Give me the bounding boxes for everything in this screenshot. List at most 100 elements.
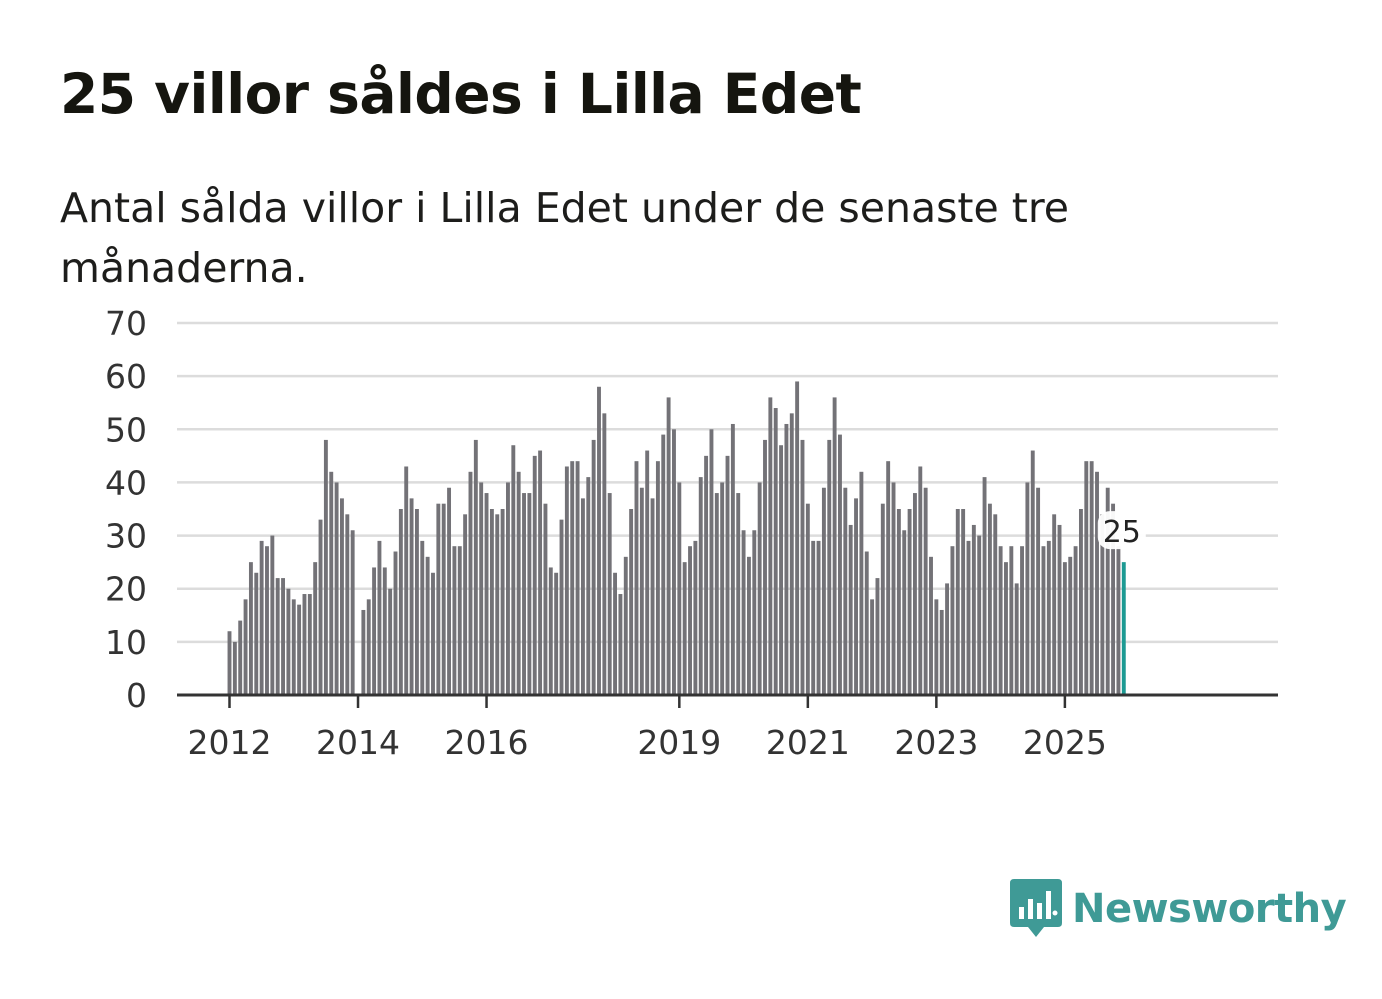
bar <box>463 514 468 695</box>
bar <box>1041 546 1046 695</box>
bar <box>993 514 998 695</box>
bar <box>275 578 280 695</box>
bar <box>516 471 521 695</box>
bar <box>645 450 650 695</box>
bar <box>254 572 259 695</box>
bar <box>907 509 912 695</box>
x-tick-label: 2012 <box>188 723 272 762</box>
y-tick-label: 0 <box>126 676 147 715</box>
bar <box>854 498 858 695</box>
bar <box>227 631 232 695</box>
bar <box>1030 450 1035 695</box>
bar <box>388 588 393 695</box>
bar <box>800 439 805 695</box>
bar <box>372 567 377 695</box>
bar <box>720 482 725 695</box>
bar-chart-speech-bubble-icon <box>1010 879 1062 937</box>
bar <box>779 445 784 695</box>
bar <box>506 482 510 695</box>
bar <box>286 588 291 695</box>
chart-title: 25 villor såldes i Lilla Edet <box>60 62 862 126</box>
bar <box>736 493 741 695</box>
bar <box>270 535 275 695</box>
y-tick-label: 10 <box>105 623 147 662</box>
bar <box>987 503 992 695</box>
bar <box>484 493 489 695</box>
bar <box>559 519 564 695</box>
bar <box>918 466 923 695</box>
bar <box>543 503 548 695</box>
bar <box>479 482 484 695</box>
bar <box>741 530 746 695</box>
bar <box>1116 546 1121 695</box>
bar <box>971 524 976 695</box>
bar <box>955 509 960 695</box>
bar <box>232 641 237 695</box>
bar <box>832 397 837 695</box>
bar <box>1073 546 1078 695</box>
bar <box>870 599 875 695</box>
bar <box>923 487 928 695</box>
bar <box>961 509 966 695</box>
bar <box>447 487 452 695</box>
bar <box>591 439 596 695</box>
bar <box>977 535 982 695</box>
bar <box>489 509 494 695</box>
bar <box>1020 546 1024 695</box>
bar <box>431 572 435 695</box>
bar <box>586 477 591 695</box>
bar <box>313 562 318 695</box>
bar <box>1100 514 1105 695</box>
bar <box>452 546 457 695</box>
bar <box>538 450 543 695</box>
bar <box>473 439 478 695</box>
bar <box>398 509 403 695</box>
bar <box>902 530 907 695</box>
bar <box>302 594 307 695</box>
bar <box>345 514 350 695</box>
brand-logo: Newsworthy <box>1010 878 1347 940</box>
bar <box>1095 471 1099 695</box>
bar <box>789 413 794 695</box>
bar <box>773 408 778 695</box>
bar <box>243 599 248 695</box>
bar <box>966 540 971 695</box>
bar <box>623 556 628 695</box>
brand-name: Newsworthy <box>1072 886 1347 932</box>
bar <box>248 562 253 695</box>
bar <box>709 429 714 695</box>
bar <box>1009 546 1014 695</box>
bar <box>350 530 355 695</box>
bar <box>693 540 698 695</box>
bar <box>714 493 719 695</box>
x-tick-label: 2021 <box>766 723 850 762</box>
bar <box>291 599 296 695</box>
bar <box>1062 562 1067 695</box>
bar <box>618 594 623 695</box>
bar <box>688 546 692 695</box>
bar <box>746 556 751 695</box>
bar <box>763 439 767 695</box>
bar <box>597 386 601 695</box>
bar <box>307 594 312 695</box>
bar <box>420 540 425 695</box>
bar <box>757 482 762 695</box>
bar <box>361 609 366 695</box>
bar <box>655 461 660 695</box>
bar <box>661 434 666 695</box>
x-tick-label: 2019 <box>637 723 721 762</box>
x-tick-label: 2014 <box>316 723 400 762</box>
bar <box>827 439 832 695</box>
bar <box>859 471 864 695</box>
bar <box>575 461 580 695</box>
bar <box>500 509 505 695</box>
bar <box>1078 509 1083 695</box>
bar <box>436 503 441 695</box>
bar <box>752 530 757 695</box>
bar <box>945 583 950 695</box>
bar <box>634 461 639 695</box>
bar <box>704 455 709 695</box>
bar <box>730 423 735 695</box>
bar <box>297 604 302 695</box>
